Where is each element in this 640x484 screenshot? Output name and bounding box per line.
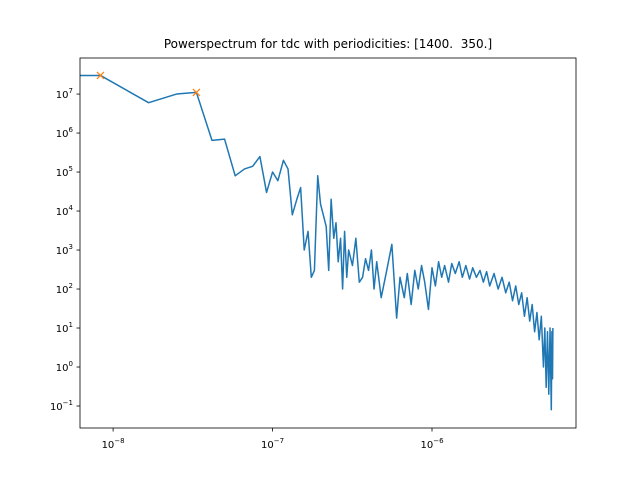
y-tick-label: 102 <box>56 282 73 296</box>
peak-marker <box>96 71 105 80</box>
y-tick-label: 101 <box>56 321 73 335</box>
y-tick-label: 10−1 <box>50 399 73 413</box>
plot-area <box>80 71 554 411</box>
y-tick-label: 103 <box>56 243 73 257</box>
x-tick-label: 10−8 <box>102 437 125 451</box>
y-tick-label: 104 <box>56 204 74 218</box>
spectrum-line <box>80 74 554 411</box>
y-tick-label: 107 <box>56 87 73 101</box>
x-tick-label: 10−6 <box>420 437 444 451</box>
x-tick-label: 10−7 <box>261 437 284 451</box>
peak-marker <box>192 88 201 97</box>
y-tick-label: 105 <box>56 165 73 179</box>
axes-frame <box>79 57 577 429</box>
y-tick-label: 100 <box>56 360 73 374</box>
chart-title: Powerspectrum for tdc with periodicities… <box>164 37 492 51</box>
y-tick-label: 106 <box>56 126 74 140</box>
